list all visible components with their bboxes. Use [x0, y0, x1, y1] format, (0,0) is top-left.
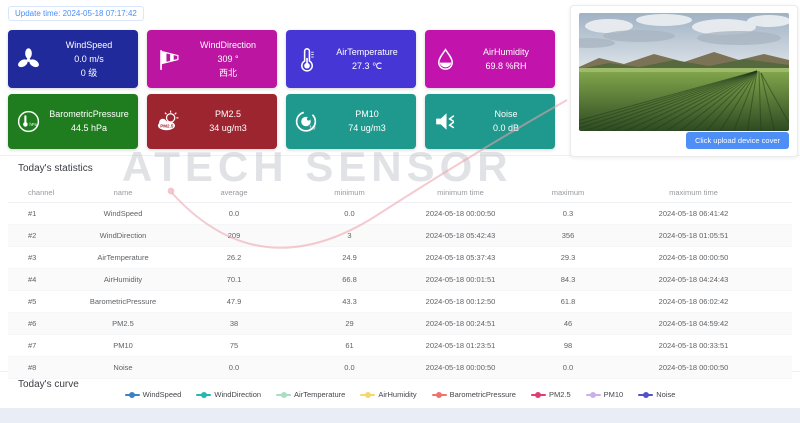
- legend-marker-icon: [360, 391, 376, 399]
- legend-item-barometricpressure[interactable]: BarometricPressure: [431, 390, 516, 399]
- legend-item-airhumidity[interactable]: AirHumidity: [360, 390, 417, 399]
- update-time-badge: Update time: 2024-05-18 07:17:42: [8, 6, 144, 21]
- card-value: 27.3 ℃: [351, 60, 383, 71]
- legend-marker-icon: [530, 391, 546, 399]
- card-pm25: PM2.5 PM2.5 34 ug/m3: [147, 94, 277, 149]
- legend-marker-icon: [276, 391, 292, 399]
- col-average: average: [176, 183, 292, 203]
- gauge-badge-text: hPa: [29, 122, 37, 127]
- metric-cards-grid: WindSpeed 0.0 m/s 0 级 WindDirection 309 …: [8, 30, 556, 149]
- bottom-strip: [0, 408, 800, 423]
- col-channel: channel: [8, 183, 70, 203]
- card-title: WindDirection: [199, 39, 257, 50]
- device-cover-panel: Click upload device cover: [570, 5, 798, 157]
- legend-marker-icon: [124, 391, 140, 399]
- upload-device-cover-button[interactable]: Click upload device cover: [685, 132, 789, 149]
- col-maximum-time: maximum time: [622, 183, 792, 203]
- pressure-gauge-icon: hPa: [8, 108, 48, 135]
- card-title: PM2.5: [214, 109, 241, 119]
- card-title: PM10: [355, 109, 379, 119]
- card-title: AirTemperature: [336, 46, 398, 57]
- card-airtemperature: AirTemperature 27.3 ℃: [286, 30, 416, 88]
- table-row: #4 AirHumidity 70.1 66.8 2024-05-18 00:01:…: [8, 268, 792, 291]
- card-title: AirHumidity: [482, 46, 529, 57]
- col-minimum: minimum: [292, 183, 407, 203]
- col-name: name: [70, 183, 176, 203]
- table-row: #2 WindDirection 209 3 2024-05-18 05:42:43…: [8, 224, 792, 247]
- card-value-secondary: 0 级: [80, 67, 98, 78]
- table-row: #5 BarometricPressure 47.9 43.3 2024-05-18…: [8, 290, 792, 313]
- windsock-icon: [147, 46, 187, 73]
- legend-marker-icon: [196, 391, 212, 399]
- pm10-badge-text: 10: [309, 125, 315, 131]
- col-maximum: maximum: [514, 183, 622, 203]
- statistics-table: channel name average minimum minimum tim…: [8, 183, 792, 379]
- card-value: 44.5 hPa: [70, 123, 108, 133]
- legend-marker-icon: [638, 391, 654, 399]
- card-pm10: 10 PM10 74 ug/m3: [286, 94, 416, 149]
- curve-title: Today's curve: [18, 379, 79, 390]
- table-row: #8 Noise 0.0 0.0 2024-05-18 00:00:50 0.0 20…: [8, 356, 792, 379]
- legend-item-pm25[interactable]: PM2.5: [530, 390, 571, 399]
- card-value: 74 ug/m3: [348, 123, 386, 133]
- legend-item-noise[interactable]: Noise: [638, 390, 675, 399]
- card-windspeed: WindSpeed 0.0 m/s 0 级: [8, 30, 138, 88]
- legend-item-winddirection[interactable]: WindDirection: [196, 390, 261, 399]
- device-cover-image: [579, 13, 789, 131]
- statistics-title: Today's statistics: [18, 163, 93, 174]
- card-value: 69.8 %RH: [485, 60, 527, 71]
- table-row: #1 WindSpeed 0.0 0.0 2024-05-18 00:00:50 0.…: [8, 202, 792, 225]
- card-title: WindSpeed: [65, 39, 113, 50]
- fan-icon: [8, 46, 48, 73]
- card-title: BarometricPressure: [49, 109, 129, 119]
- card-value-secondary: 西北: [218, 67, 237, 78]
- card-value: 309 °: [217, 53, 239, 64]
- legend-item-windspeed[interactable]: WindSpeed: [124, 390, 181, 399]
- table-header-row: channel name average minimum minimum tim…: [8, 183, 792, 203]
- legend-item-airtemperature[interactable]: AirTemperature: [276, 390, 345, 399]
- card-value: 0.0 m/s: [74, 53, 104, 64]
- card-winddirection: WindDirection 309 ° 西北: [147, 30, 277, 88]
- col-minimum-time: minimum time: [407, 183, 514, 203]
- legend-marker-icon: [431, 391, 447, 399]
- pm10-gauge-icon: 10: [286, 108, 326, 135]
- droplet-icon: [425, 46, 465, 73]
- card-value: 0.0 dB: [492, 123, 520, 133]
- pm25-badge-text: PM2.5: [160, 124, 174, 129]
- legend-marker-icon: [585, 391, 601, 399]
- legend-item-pm10[interactable]: PM10: [585, 390, 623, 399]
- speaker-icon: [425, 108, 465, 135]
- card-title: Noise: [494, 109, 518, 119]
- card-value: 34 ug/m3: [209, 123, 247, 133]
- thermometer-icon: [286, 46, 326, 73]
- chart-legend: WindSpeed WindDirection AirTemperature A…: [0, 390, 800, 399]
- pm25-sun-cloud-icon: PM2.5: [147, 108, 187, 135]
- table-row: #6 PM2.5 38 29 2024-05-18 00:24:51 46 2024-…: [8, 312, 792, 335]
- card-barometricpressure: hPa BarometricPressure 44.5 hPa: [8, 94, 138, 149]
- table-row: #3 AirTemperature 26.2 24.9 2024-05-18 05:…: [8, 246, 792, 269]
- table-row: #7 PM10 75 61 2024-05-18 01:23:51 98 2024-0…: [8, 334, 792, 357]
- card-noise: Noise 0.0 dB: [425, 94, 555, 149]
- card-airhumidity: AirHumidity 69.8 %RH: [425, 30, 555, 88]
- statistics-section: Today's statistics: [0, 155, 800, 174]
